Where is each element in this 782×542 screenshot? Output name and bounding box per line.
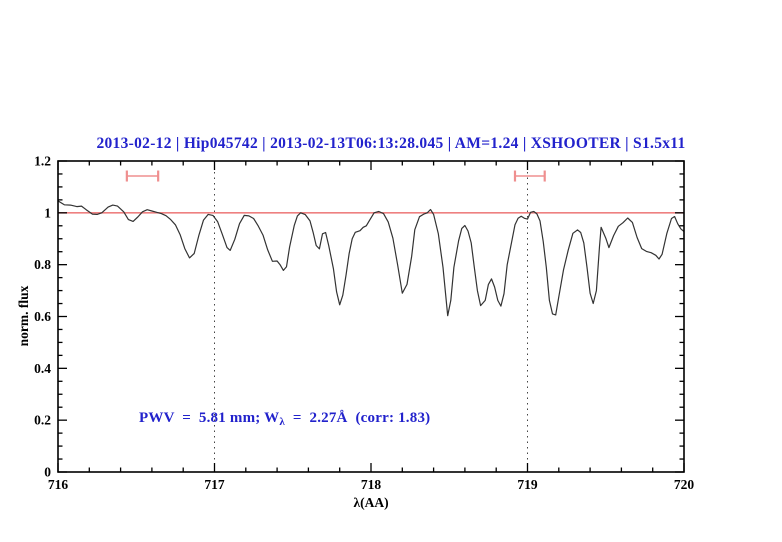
- y-tick-label: 0.2: [34, 413, 51, 428]
- spectrum-line: [57, 200, 685, 317]
- y-tick-label: 1.2: [34, 154, 51, 169]
- y-tick-label: 1: [44, 205, 51, 220]
- x-tick-label: 720: [674, 477, 695, 492]
- y-axis-label: norm. flux: [16, 285, 31, 347]
- x-tick-label: 719: [517, 477, 538, 492]
- pwv-annotation: PWV = 5.81 mm; Wλ = 2.27Å (corr: 1.83): [139, 410, 430, 428]
- pwv-annotation-pre: PWV = 5.81 mm; W: [139, 410, 280, 426]
- pwv-annotation-post: = 2.27Å (corr: 1.83): [284, 410, 431, 426]
- pwv-annotation-lambda-subscript: λ: [279, 416, 285, 428]
- plot-title: 2013-02-12 | Hip045742 | 2013-02-13T06:1…: [96, 135, 686, 152]
- x-tick-label: 717: [204, 477, 225, 492]
- y-tick-label: 0.4: [34, 361, 51, 376]
- y-tick-label: 0: [44, 465, 51, 480]
- x-tick-label: 716: [48, 477, 69, 492]
- x-tick-label: 718: [361, 477, 382, 492]
- y-tick-label: 0.8: [34, 257, 51, 272]
- x-axis-label: λ(AA): [353, 495, 389, 510]
- y-tick-label: 0.6: [34, 309, 51, 324]
